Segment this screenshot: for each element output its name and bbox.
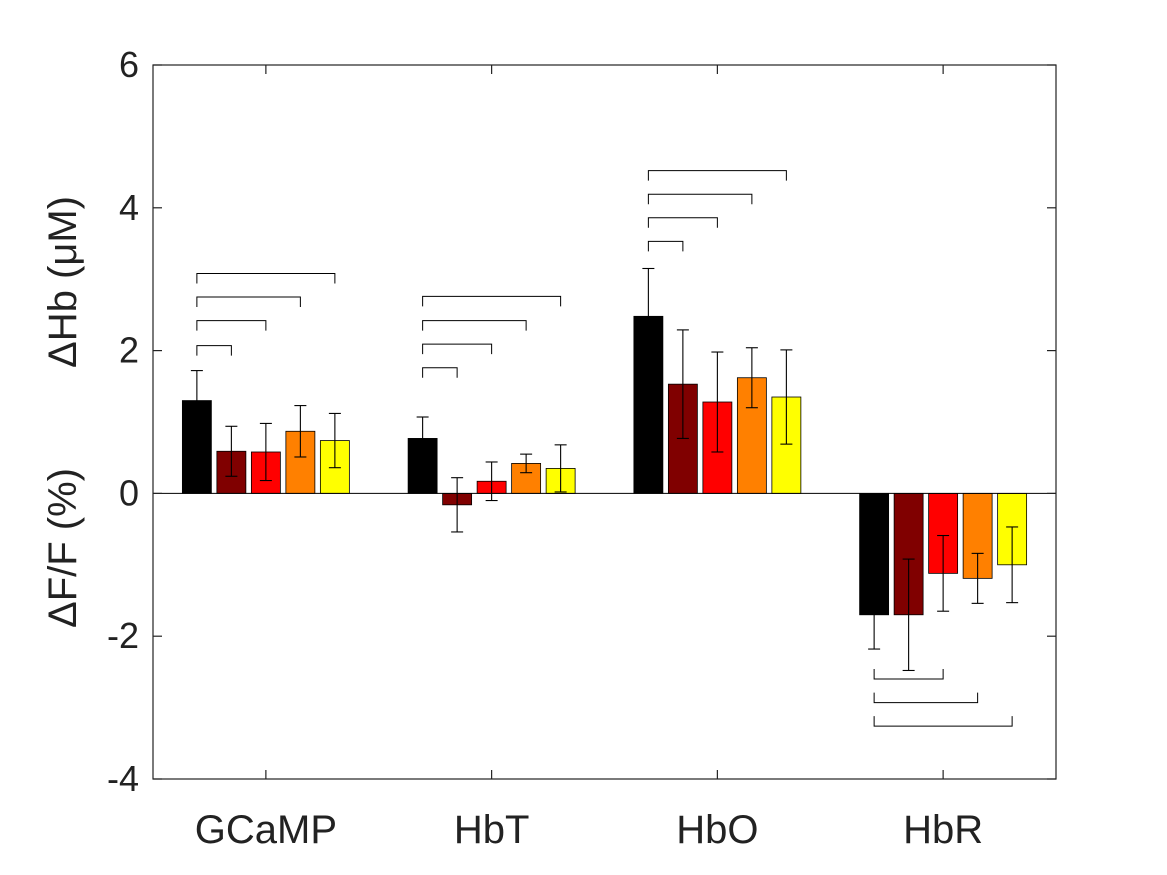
chart-marks (153, 170, 1056, 727)
significance-bracket (196, 272, 336, 284)
y-axis-label-hb: ΔHb (μM) (41, 196, 85, 368)
significance-bracket (647, 217, 718, 228)
error-bar (520, 453, 533, 474)
error-bar (190, 370, 203, 432)
significance-bracket (647, 240, 684, 252)
significance-bracket (422, 367, 458, 378)
y-tick-label: 0 (119, 472, 139, 513)
x-tick-label: HbT (454, 808, 530, 852)
significance-bracket (873, 716, 1013, 727)
error-bar (259, 422, 272, 482)
x-tick-label: HbO (676, 808, 758, 852)
y-tick-label: 2 (119, 330, 139, 371)
axes-box (152, 64, 1057, 780)
significance-bracket (647, 193, 753, 205)
error-bar (780, 349, 793, 445)
x-tick-label: GCaMP (195, 808, 337, 852)
y-tick-label: -2 (107, 615, 139, 656)
significance-bracket (422, 343, 493, 355)
error-bar (971, 552, 984, 604)
error-bar (294, 405, 307, 458)
error-bar (711, 351, 724, 453)
x-tick-label: HbR (903, 808, 983, 852)
error-bar (485, 461, 498, 502)
significance-bracket (647, 170, 787, 181)
error-bar (745, 347, 758, 409)
y-tick-label: 6 (119, 44, 139, 85)
error-bar (868, 579, 881, 650)
chart-axes: -4 -2 0 2 4 6 GCaMP HbT HbO HbR (107, 44, 1057, 852)
bar (962, 492, 993, 579)
significance-bracket (873, 669, 944, 680)
error-bar (554, 444, 567, 493)
error-bar (642, 267, 655, 365)
significance-bracket (873, 692, 979, 704)
significance-bracket (422, 320, 527, 331)
significance-bracket (196, 296, 301, 308)
error-bar (937, 534, 950, 612)
significance-bracket (196, 320, 267, 331)
y-tick-label: 4 (119, 187, 139, 228)
error-bar (676, 329, 689, 439)
error-bar (1006, 526, 1019, 604)
error-bar (451, 477, 464, 533)
y-axis-label: ΔHb (μM) ΔF/F (%) (41, 196, 85, 628)
error-bar (225, 425, 238, 477)
y-tick-label: -4 (107, 758, 139, 799)
error-bar (416, 416, 429, 461)
error-bar (328, 412, 341, 469)
y-axis-label-df: ΔF/F (%) (41, 468, 85, 628)
significance-bracket (422, 295, 562, 307)
error-bar (902, 558, 915, 672)
significance-bracket (196, 345, 232, 356)
plot-area (153, 65, 1056, 779)
